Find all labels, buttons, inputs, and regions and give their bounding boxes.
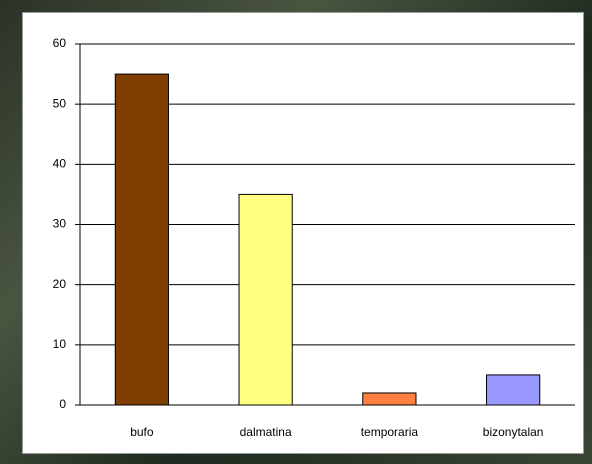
bar (362, 392, 417, 406)
y-tick-label: 30 (53, 217, 67, 231)
y-tick-label: 10 (53, 337, 67, 351)
y-tick-label: 50 (53, 96, 67, 110)
y-tick-label: 40 (53, 157, 67, 171)
bar (486, 374, 541, 406)
bar (114, 73, 169, 406)
x-tick-label: bufo (130, 425, 154, 439)
bar (238, 193, 293, 406)
y-tick-label: 20 (53, 277, 67, 291)
x-tick-label: dalmatina (240, 425, 292, 439)
x-tick-label: temporaria (361, 425, 419, 439)
y-tick-label: 60 (53, 36, 67, 50)
x-tick-label: bizonytalan (483, 425, 544, 439)
y-tick-label: 0 (59, 397, 66, 411)
